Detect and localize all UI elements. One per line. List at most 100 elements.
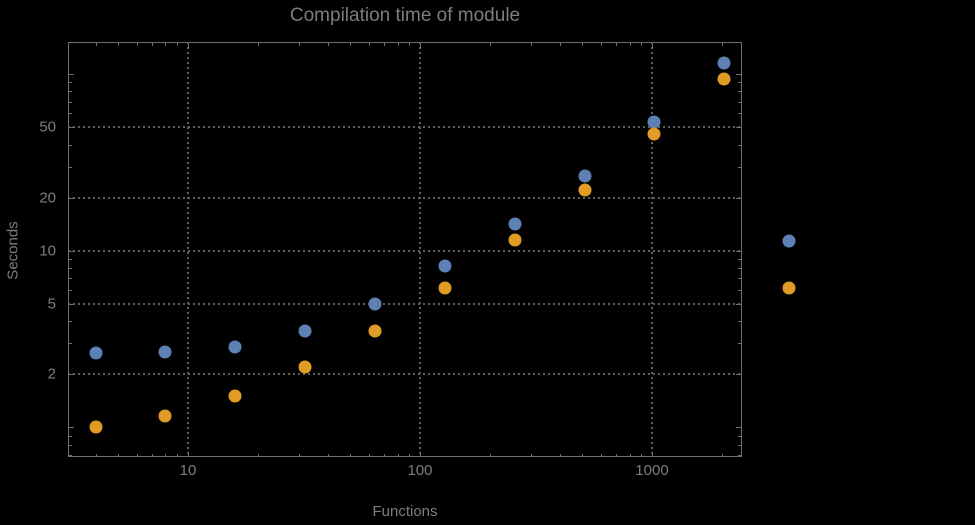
y-tick-right-100 (736, 74, 741, 76)
data-point-series-1-blue-x32 (298, 324, 312, 338)
x-tick-6 (136, 454, 138, 457)
y-tick-right-4 (738, 321, 741, 323)
y-tick-right-9 (738, 258, 741, 260)
y-tick-right-0.8 (738, 444, 741, 446)
x-tick-top-50 (350, 43, 352, 46)
y-tick-100 (69, 74, 74, 76)
y-tick-label-50: 50 (39, 118, 56, 136)
y-tick-6 (69, 290, 72, 292)
data-point-series-1-blue-x64 (368, 297, 382, 311)
y-tick-70 (69, 101, 72, 103)
y-tick-20 (69, 197, 74, 199)
y-tick-right-1 (736, 427, 741, 429)
x-tick-300 (530, 454, 532, 457)
data-point-series-1-blue-x1024 (647, 115, 661, 129)
y-tick-40 (69, 144, 72, 146)
x-tick-top-900 (641, 43, 643, 46)
x-tick-top-9 (177, 43, 179, 46)
x-tick-100 (419, 452, 421, 457)
x-tick-top-600 (600, 43, 602, 46)
gridline-x-10 (186, 42, 189, 457)
data-point-series-2-orange-x16 (228, 389, 242, 403)
x-tick-400 (559, 454, 561, 457)
y-tick-right-50 (736, 127, 741, 129)
x-tick-label-1000: 1000 (635, 462, 669, 479)
x-tick-top-10 (187, 43, 189, 48)
x-tick-top-400 (559, 43, 561, 46)
data-point-series-2-orange-x512 (578, 183, 592, 197)
data-point-series-1-blue-x8 (158, 345, 172, 359)
y-tick-right-20 (736, 197, 741, 199)
x-tick-90 (409, 454, 411, 457)
gridline-x-1000 (650, 42, 653, 457)
data-point-series-2-orange-x8 (158, 409, 172, 423)
data-point-series-2-orange-x128 (438, 281, 452, 295)
x-tick-top-500 (582, 43, 584, 46)
x-tick-2000 (721, 454, 723, 457)
gridline-x-100 (418, 42, 421, 457)
y-tick-0.8 (69, 444, 72, 446)
y-tick-right-7 (738, 278, 741, 280)
gridline-y-50 (68, 126, 742, 129)
x-tick-top-20 (257, 43, 259, 46)
data-point-series-2-orange-x1024 (647, 127, 661, 141)
y-tick-0.7000000000000001 (69, 454, 72, 456)
data-point-series-1-blue-x16 (228, 340, 242, 354)
y-tick-right-90 (738, 82, 741, 84)
y-tick-right-60 (738, 113, 741, 115)
legend-marker-series-1-blue (782, 234, 796, 248)
x-tick-50 (350, 454, 352, 457)
data-point-series-1-blue-x4 (89, 346, 103, 360)
x-tick-80 (397, 454, 399, 457)
y-tick-label-5: 5 (47, 295, 56, 313)
y-tick-0.9 (69, 435, 72, 437)
x-tick-800 (629, 454, 631, 457)
x-axis-title: Functions (372, 503, 438, 520)
y-tick-label-10: 10 (39, 242, 56, 260)
y-tick-2 (69, 374, 74, 376)
x-tick-top-5 (118, 43, 120, 46)
y-tick-right-2 (736, 374, 741, 376)
data-point-series-1-blue-x128 (438, 259, 452, 273)
x-tick-70 (384, 454, 386, 457)
y-axis-title: Seconds (4, 221, 22, 280)
y-tick-5 (69, 304, 74, 306)
y-tick-right-0.9 (738, 435, 741, 437)
data-point-series-2-orange-x256 (508, 233, 522, 247)
data-point-series-2-orange-x2048 (717, 72, 731, 86)
x-tick-200 (489, 454, 491, 457)
x-tick-top-200 (489, 43, 491, 46)
y-tick-4 (69, 321, 72, 323)
x-tick-top-7 (152, 43, 154, 46)
x-tick-top-700 (616, 43, 618, 46)
x-tick-7 (152, 454, 154, 457)
x-tick-top-60 (368, 43, 370, 46)
y-tick-80 (69, 91, 72, 93)
x-tick-top-30 (298, 43, 300, 46)
y-tick-right-80 (738, 91, 741, 93)
y-tick-10 (69, 250, 74, 252)
gridline-y-5 (68, 303, 742, 306)
x-tick-top-80 (397, 43, 399, 46)
x-tick-top-100 (419, 43, 421, 48)
y-tick-60 (69, 113, 72, 115)
y-tick-label-2: 2 (47, 365, 56, 383)
x-tick-top-8 (165, 43, 167, 46)
x-tick-top-2000 (721, 43, 723, 46)
y-tick-right-70 (738, 101, 741, 103)
x-tick-top-70 (384, 43, 386, 46)
y-tick-3 (69, 343, 72, 345)
data-point-series-2-orange-x64 (368, 324, 382, 338)
y-tick-7 (69, 278, 72, 280)
y-tick-50 (69, 127, 74, 129)
x-tick-label-100: 100 (407, 462, 433, 479)
y-tick-90 (69, 82, 72, 84)
y-tick-right-8 (738, 267, 741, 269)
data-point-series-2-orange-x32 (298, 360, 312, 374)
x-tick-label-10: 10 (179, 462, 197, 479)
y-tick-right-0.7000000000000001 (738, 454, 741, 456)
y-tick-right-10 (736, 250, 741, 252)
x-tick-top-90 (409, 43, 411, 46)
x-tick-60 (368, 454, 370, 457)
x-tick-20 (257, 454, 259, 457)
